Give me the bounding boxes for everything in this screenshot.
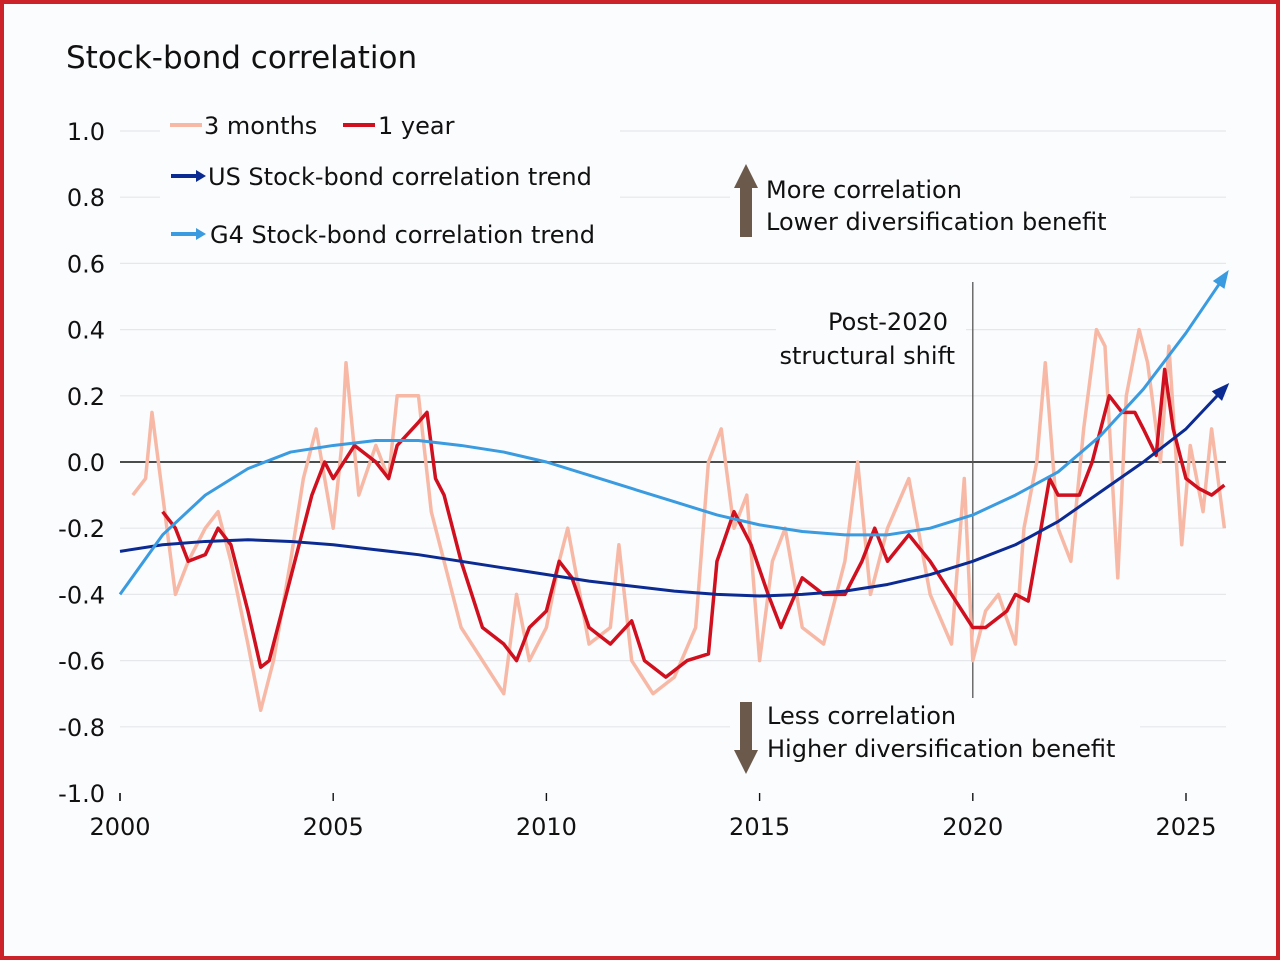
- x-tick-label: 2000: [89, 813, 150, 841]
- shift-label-1: Post-2020: [828, 308, 948, 336]
- series-us-trend-arrowhead-icon: [1211, 382, 1230, 401]
- x-tick-label: 2020: [942, 813, 1003, 841]
- up-label-1: More correlation: [766, 176, 962, 204]
- down-label-2: Higher diversification benefit: [767, 735, 1115, 763]
- series-g4-trend-line: [118, 272, 1228, 596]
- series-1-year-line: [161, 367, 1226, 679]
- y-tick-label: 0.0: [67, 449, 105, 477]
- chart-title: Stock-bond correlation: [66, 40, 417, 76]
- legend-label-us-trend: US Stock-bond correlation trend: [208, 163, 592, 191]
- shift-label-2: structural shift: [780, 342, 956, 370]
- y-tick-label: -0.2: [58, 515, 105, 543]
- y-tick-label: 0.8: [67, 184, 105, 212]
- series-g4-trend-arrowhead-icon: [1212, 270, 1229, 289]
- y-tick-label: -1.0: [58, 780, 105, 808]
- up-label-2: Lower diversification benefit: [766, 208, 1107, 236]
- x-tick-label: 2015: [729, 813, 790, 841]
- annotations: Post-2020 structural shift More correlat…: [730, 164, 1140, 778]
- legend-label-3-months: 3 months: [204, 112, 317, 140]
- series-us-trend-line: [119, 384, 1228, 598]
- down-label-1: Less correlation: [767, 702, 956, 730]
- up-arrow-icon: [734, 164, 758, 237]
- y-tick-label: -0.6: [58, 648, 105, 676]
- y-tick-label: 0.2: [67, 383, 105, 411]
- legend: 3 months 1 year US Stock-bond correlatio…: [160, 108, 620, 253]
- y-tick-label: 1.0: [67, 118, 105, 146]
- down-arrow-icon: [734, 702, 758, 774]
- y-tick-label: 0.6: [67, 250, 105, 278]
- legend-arrow-us-icon: [171, 170, 206, 182]
- y-tick-label: -0.4: [58, 581, 105, 609]
- x-tick-label: 2010: [516, 813, 577, 841]
- legend-label-g4-trend: G4 Stock-bond correlation trend: [210, 221, 595, 249]
- x-tick-label: 2005: [303, 813, 364, 841]
- legend-arrow-g4-icon: [171, 228, 206, 240]
- x-tick-label: 2025: [1155, 813, 1216, 841]
- y-tick-label: -0.8: [58, 714, 105, 742]
- legend-label-1-year: 1 year: [378, 112, 455, 140]
- y-tick-label: 0.4: [67, 317, 105, 345]
